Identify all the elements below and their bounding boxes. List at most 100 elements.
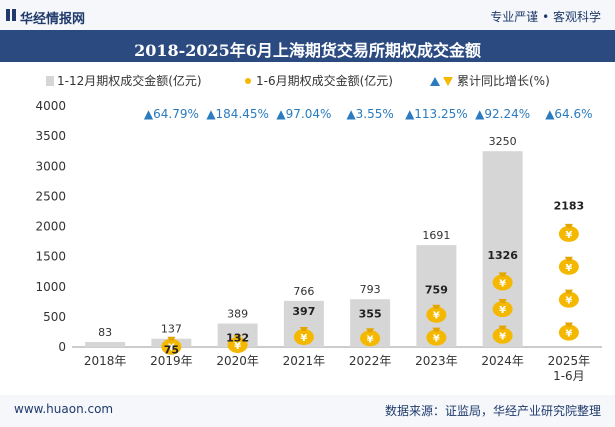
coin-bag-icon: ¥	[492, 272, 513, 291]
tagline: 专业严谨 • 客观科学	[490, 10, 601, 24]
data-label-half: 759	[425, 283, 448, 296]
legend-label-growth: 累计同比增长(%)	[457, 74, 550, 88]
coin-bag-icon: ¥	[492, 299, 513, 318]
y-tick-label: 3500	[35, 129, 66, 143]
x-axis: 2018年 2019年 2020年 2021年 2022年 2023年 2024年 2025年…	[84, 354, 590, 383]
coin-bag-neck	[299, 327, 308, 332]
x-tick-label: 2018年	[84, 354, 127, 368]
coin-bag-neck	[498, 325, 507, 330]
legend-label-half: 1-6月期权成交金额(亿元)	[256, 73, 393, 88]
data-label-half: 2183	[554, 199, 585, 212]
yen-glyph: ¥	[499, 305, 506, 316]
brand-name: 华经情报网	[20, 12, 86, 27]
coin-bag-body	[426, 329, 447, 346]
chart-title: 2018-2025年6月上海期货交易所期权成交金额	[134, 41, 481, 60]
y-tick-label: 4000	[35, 99, 66, 113]
data-labels: 83 137 75 ▲64.79% 389 132 ▲184.45% 766 397 ▲97.04…	[98, 107, 592, 357]
x-tick-label: 2022年	[349, 354, 392, 368]
chart: 1-12月期权成交金额(亿元) 1-6月期权成交金额(亿元) 累计同比增长(%) 0…	[35, 73, 602, 383]
y-tick-label: 2000	[35, 220, 66, 234]
data-label-annual: 1691	[422, 229, 450, 242]
coin-bag-body	[492, 274, 513, 291]
y-tick-label: 500	[43, 310, 66, 324]
data-label-annual: 137	[161, 323, 182, 336]
yen-glyph: ¥	[433, 334, 440, 345]
x-tick-label: 2023年	[415, 354, 458, 368]
data-label-half: 355	[359, 308, 382, 321]
coin-bag-neck	[564, 322, 573, 327]
title-bar	[0, 30, 615, 62]
coin-bag-body	[558, 225, 579, 242]
data-label-annual: 3250	[489, 135, 517, 148]
coin-bag-icon: ¥	[492, 325, 513, 344]
y-tick-label: 1000	[35, 280, 66, 294]
data-label-annual: 83	[98, 326, 112, 339]
legend-down-triangle-icon	[443, 77, 453, 86]
coin-bag-neck	[366, 328, 375, 333]
y-axis: 0 500 1000 1500 2000 2500 3000 3500 4000	[35, 99, 602, 354]
yen-glyph: ¥	[367, 334, 374, 345]
x-tick-label: 2021年	[283, 354, 326, 368]
x-tick-label: 2025年	[548, 354, 591, 368]
coin-bag-body	[492, 301, 513, 318]
yen-glyph: ¥	[234, 341, 241, 352]
coin-bag-body	[293, 329, 314, 346]
coin-bag-neck	[233, 335, 242, 340]
growth-label: ▲113.25%	[405, 107, 468, 121]
data-label-annual: 389	[227, 308, 248, 321]
data-label-annual: 766	[293, 285, 314, 298]
legend-up-triangle-icon	[430, 77, 440, 86]
y-tick-label: 2500	[35, 189, 66, 203]
growth-label: ▲92.24%	[475, 107, 530, 121]
coin-bag-body	[492, 327, 513, 344]
yen-glyph: ¥	[565, 263, 572, 274]
coin-bag-icon: ¥	[558, 256, 579, 275]
coin-bag-neck	[167, 336, 176, 341]
coin-bag-icon: ¥	[558, 289, 579, 308]
coin-bag-neck	[564, 256, 573, 261]
yen-glyph: ¥	[499, 332, 506, 343]
footer-bar	[0, 395, 615, 427]
coin-bag-icon: ¥	[161, 336, 182, 355]
coin-bag-body	[558, 324, 579, 341]
growth-label: ▲184.45%	[206, 107, 269, 121]
legend-swatch-half	[245, 78, 251, 84]
coin-bag-icon: ¥	[360, 328, 381, 347]
coin-bag-body	[360, 330, 381, 347]
data-source: 数据来源：证监局，华经产业研究院整理	[384, 404, 601, 418]
website-link[interactable]: www.huaon.com	[14, 402, 114, 416]
yen-glyph: ¥	[565, 296, 572, 307]
coin-bag-neck	[564, 289, 573, 294]
x-tick-label: 2024年	[481, 354, 524, 368]
coin-bag-icon: ¥	[426, 327, 447, 346]
coin-bag-neck	[564, 223, 573, 228]
growth-label: ▲3.55%	[346, 107, 393, 121]
legend-swatch-annual	[46, 76, 54, 86]
coin-bag-icon: ¥	[558, 322, 579, 341]
yen-glyph: ¥	[168, 343, 175, 354]
coin-bag-body	[426, 306, 447, 323]
coin-bag-neck	[498, 272, 507, 277]
data-label-half: 75	[164, 344, 179, 357]
y-tick-label: 0	[58, 340, 66, 354]
y-tick-label: 1500	[35, 250, 66, 264]
coin-bag-body	[558, 291, 579, 308]
brand-logo-icon	[6, 9, 16, 21]
yen-glyph: ¥	[499, 278, 506, 289]
yen-glyph: ¥	[565, 329, 572, 340]
growth-label: ▲64.79%	[144, 107, 199, 121]
y-tick-label: 3000	[35, 159, 66, 173]
coin-bag-neck	[432, 304, 441, 309]
x-tick-label: 2020年	[216, 354, 259, 368]
coin-bag-neck	[432, 327, 441, 332]
coin-bag-icon: ¥	[558, 223, 579, 242]
yen-glyph: ¥	[565, 230, 572, 241]
x-tick-label: 2019年	[150, 354, 193, 368]
yen-glyph: ¥	[300, 333, 307, 344]
top-bar	[0, 0, 615, 30]
data-label-annual: 793	[360, 283, 381, 296]
legend: 1-12月期权成交金额(亿元) 1-6月期权成交金额(亿元) 累计同比增长(%)	[46, 73, 550, 88]
data-label-half: 132	[226, 332, 249, 345]
bars: ¥ ¥ ¥ ¥ ¥ ¥ ¥ ¥ ¥ ¥ ¥ ¥ ¥	[85, 151, 579, 355]
coin-bag-icon: ¥	[227, 335, 248, 354]
